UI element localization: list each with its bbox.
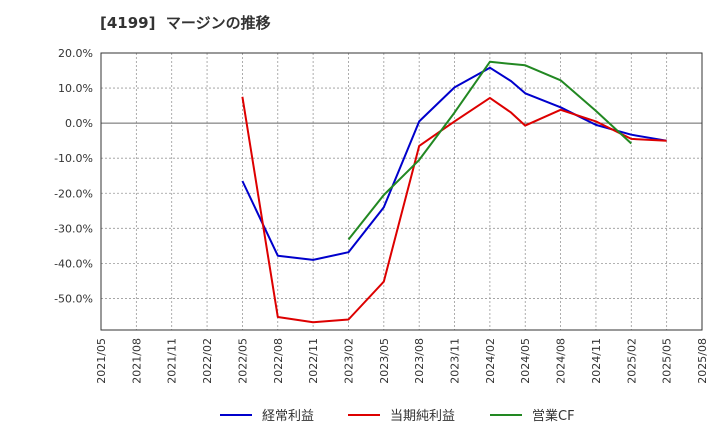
series-line-0 — [241, 66, 667, 261]
axes — [100, 52, 703, 331]
legend-label-0: 経常利益 — [262, 409, 314, 424]
y-tick-label: -20.0% — [54, 187, 93, 200]
x-tick-label: 2024/11 — [590, 338, 603, 384]
x-tick-label: 2025/05 — [661, 338, 674, 384]
chart-title: [4199] マージンの推移 — [100, 14, 271, 32]
x-tick-label: 2021/11 — [166, 338, 179, 384]
legend-label-2: 営業CF — [532, 408, 575, 424]
x-tick-label: 2025/02 — [625, 338, 638, 384]
x-tick-label: 2022/08 — [272, 338, 285, 384]
y-tick-label: -50.0% — [54, 292, 93, 305]
x-tick-label: 2022/02 — [201, 338, 214, 384]
legend: 経常利益 当期純利益 営業CF — [220, 408, 575, 424]
series-line-2 — [347, 60, 632, 241]
x-tick-label: 2024/05 — [519, 338, 532, 384]
y-tick-labels: 20.0% 10.0% 0.0% -10.0% -20.0% -30.0% -40.0% -5… — [54, 47, 93, 305]
x-tick-label: 2023/08 — [413, 338, 426, 384]
legend-label-1: 当期純利益 — [390, 409, 455, 424]
y-tick-label: 0.0% — [65, 117, 93, 130]
x-tick-label: 2023/11 — [449, 338, 462, 384]
x-tick-label: 2023/02 — [342, 338, 355, 384]
plot-frame — [100, 52, 703, 331]
x-tick-labels: 2021/05 2021/08 2021/11 2022/02 2022/05 2022/… — [95, 338, 709, 384]
series-line-1 — [241, 96, 667, 324]
y-tick-label: -40.0% — [54, 257, 93, 270]
x-tick-label: 2023/05 — [378, 338, 391, 384]
x-tick-label: 2022/05 — [236, 338, 249, 384]
y-tick-label: -30.0% — [54, 222, 93, 235]
y-tick-label: 20.0% — [58, 47, 93, 60]
y-tick-label: 10.0% — [58, 82, 93, 95]
x-tick-label: 2024/02 — [484, 338, 497, 384]
x-tick-label: 2021/05 — [95, 338, 108, 384]
y-tick-label: -10.0% — [54, 152, 93, 165]
x-tick-label: 2022/11 — [307, 338, 320, 384]
x-tick-label: 2021/08 — [130, 338, 143, 384]
x-tick-label: 2024/08 — [555, 338, 568, 384]
x-tick-label: 2025/08 — [696, 338, 709, 384]
grid — [100, 52, 703, 330]
series-lines — [241, 60, 667, 324]
